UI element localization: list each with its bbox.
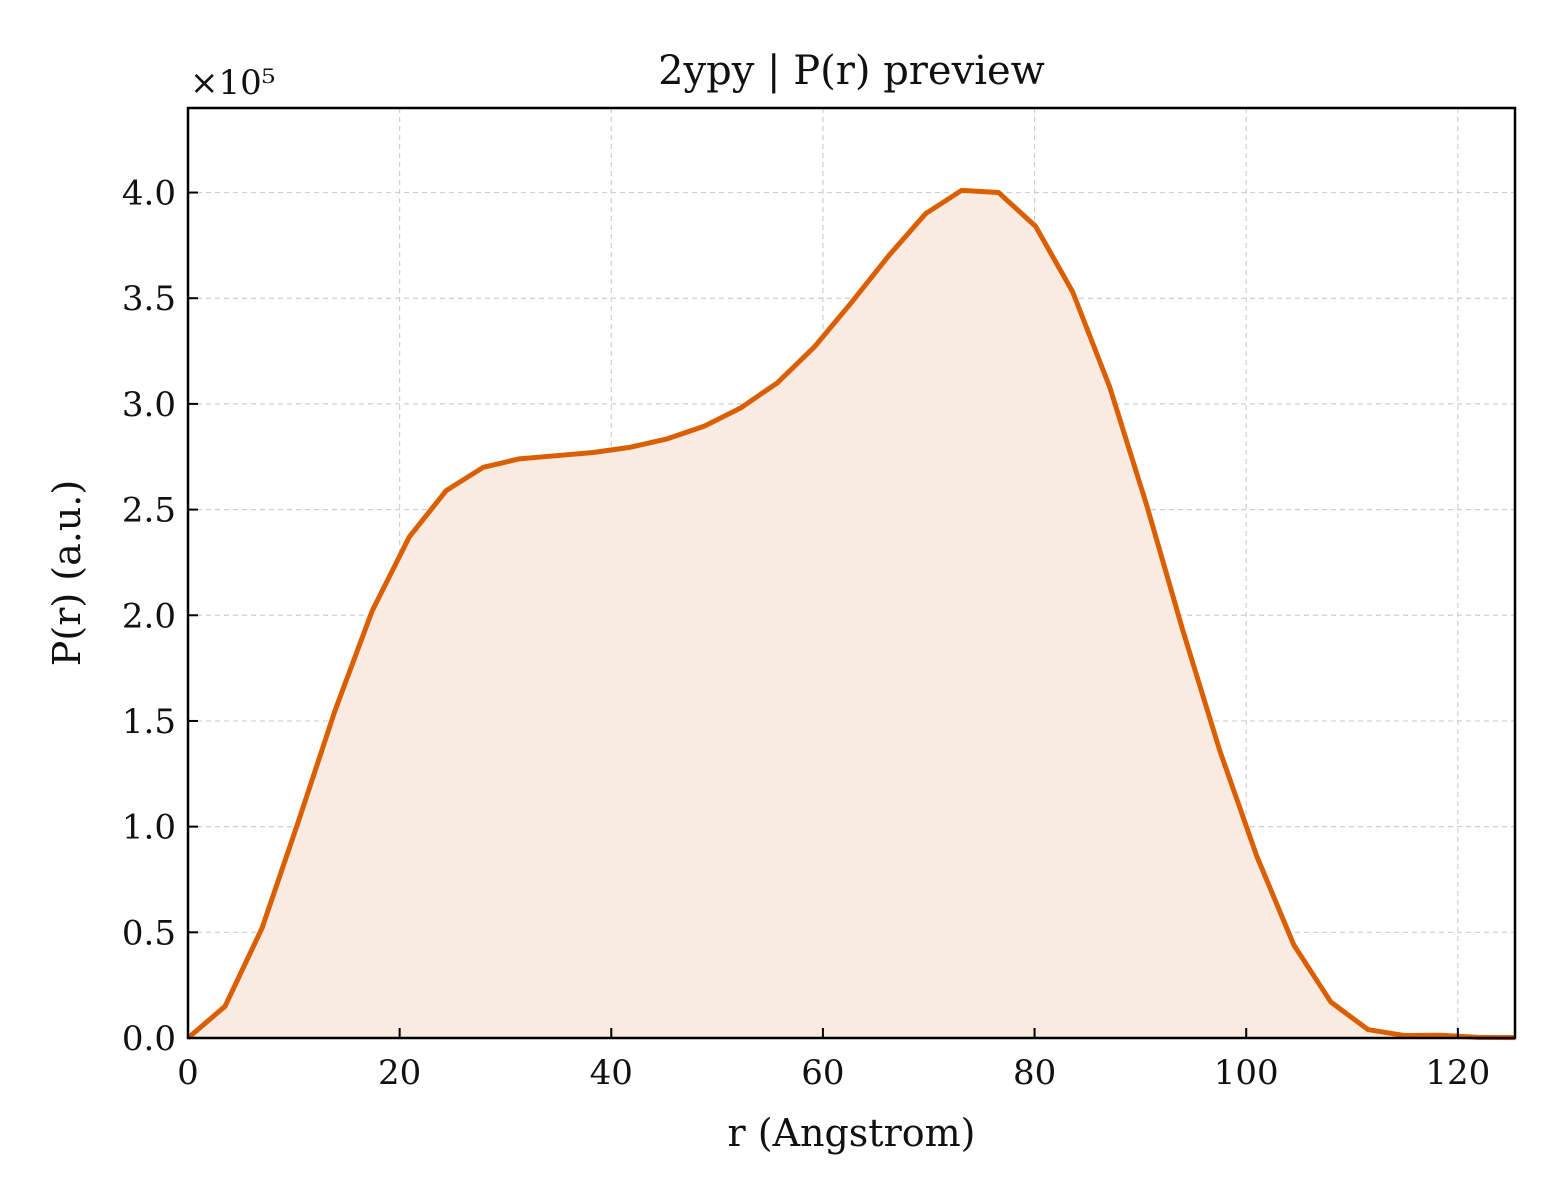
plot-frame [186,106,1517,1040]
x-tick-label: 120 [1425,1053,1490,1093]
x-tick-label: 100 [1214,1053,1279,1093]
y-tick-label: 1.5 [122,702,176,742]
y-axis-label: P(r) (a.u.) [45,480,89,666]
y-tick-label: 4.0 [122,174,176,214]
x-tick-label: 60 [801,1053,844,1093]
y-tick-label: 3.0 [122,385,176,425]
y-tick-label: 0.5 [122,913,176,953]
ticks: 0 20 40 60 80 100 120 0.0 0.5 1.0 1.5 2.0 2.5 3.0 3.5 4… [122,174,1490,1093]
x-axis-label: r (Angstrom) [728,1111,976,1155]
x-tick-label: 80 [1013,1053,1056,1093]
chart-title: 2ypy | P(r) preview [658,48,1045,94]
x-tick-label: 20 [378,1053,421,1093]
x-tick-label: 40 [590,1053,633,1093]
area-fill [188,190,1515,1038]
y-tick-label: 2.0 [122,596,176,636]
series-line [186,187,1516,1041]
y-tick-label: 0.0 [122,1019,176,1059]
y-axis-multiplier: ×10⁵ [190,63,275,103]
y-tick-label: 3.5 [122,279,176,319]
x-tick-label: 0 [177,1053,199,1093]
y-tick-label: 1.0 [122,808,176,848]
y-tick-label: 2.5 [122,491,176,531]
